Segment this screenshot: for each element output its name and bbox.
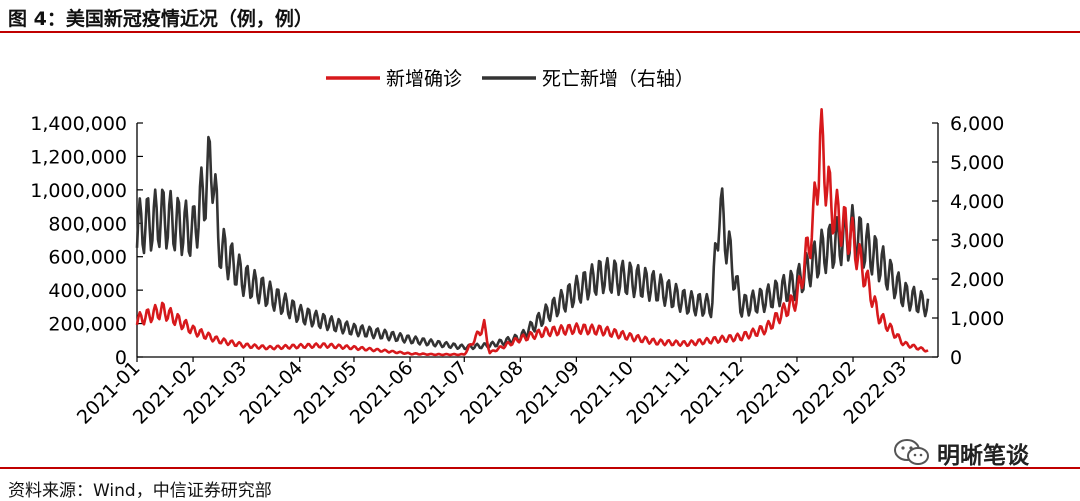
legend-label-new-cases: 新增确诊 bbox=[386, 68, 462, 90]
chart: 新增确诊 死亡新增（右轴） 0 200,000 400,000 600,000 800,0… bbox=[30, 68, 1004, 429]
wechat-icon bbox=[894, 439, 929, 465]
figure-title: 图 4：美国新冠疫情近况（例，例） bbox=[8, 8, 313, 30]
left-tick-label: 0 bbox=[115, 347, 127, 369]
x-axis: 2021-012021-022021-032021-042021-052021-… bbox=[73, 356, 938, 429]
right-tick-label: 1,000 bbox=[950, 308, 1004, 330]
top-rule bbox=[0, 31, 1080, 33]
legend-label-deaths: 死亡新增（右轴） bbox=[542, 68, 694, 90]
left-tick-label: 800,000 bbox=[48, 213, 127, 235]
right-tick-label: 3,000 bbox=[950, 230, 1004, 252]
left-tick-label: 600,000 bbox=[48, 247, 127, 269]
left-tick-label: 400,000 bbox=[48, 280, 127, 302]
left-tick-label: 1,200,000 bbox=[30, 146, 127, 168]
left-tick-label: 200,000 bbox=[48, 314, 127, 336]
right-tick-label: 4,000 bbox=[950, 191, 1004, 213]
right-axis: 0 1,000 2,000 3,000 4,000 5,000 6,000 bbox=[932, 113, 1004, 369]
right-tick-label: 5,000 bbox=[950, 152, 1004, 174]
left-tick-label: 1,400,000 bbox=[30, 113, 127, 135]
watermark-text: 明晰笔谈 bbox=[937, 443, 1029, 469]
legend: 新增确诊 死亡新增（右轴） bbox=[326, 68, 694, 90]
left-axis: 0 200,000 400,000 600,000 800,000 1,000,000 1,… bbox=[30, 113, 143, 369]
series-line-new-cases bbox=[135, 108, 929, 357]
source-note: 资料来源：Wind，中信证券研究部 bbox=[8, 481, 272, 501]
left-tick-label: 1,000,000 bbox=[30, 180, 127, 202]
watermark: 明晰笔谈 bbox=[893, 436, 1029, 470]
right-tick-label: 0 bbox=[950, 347, 962, 369]
series-layer bbox=[135, 108, 930, 357]
right-tick-label: 2,000 bbox=[950, 269, 1004, 291]
right-tick-label: 6,000 bbox=[950, 113, 1004, 135]
bottom-rule bbox=[0, 467, 1080, 469]
